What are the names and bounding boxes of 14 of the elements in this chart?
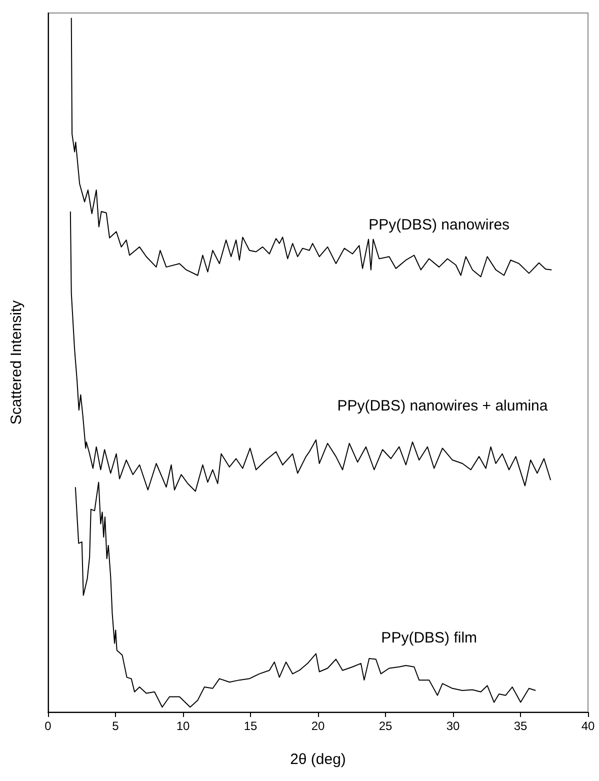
x-tick-label: 20 — [311, 719, 325, 733]
x-tick-label: 10 — [176, 719, 190, 733]
x-tick-label: 15 — [244, 719, 258, 733]
x-tick-label: 5 — [112, 719, 120, 733]
text: PPy(DBS) nanowires + alumina — [337, 398, 548, 415]
series-label: PPy(DBS) nanowires — [368, 216, 510, 234]
x-tick-label: 0 — [44, 719, 52, 733]
x-axis-title: 2θ (deg) — [290, 751, 346, 768]
x-tick-label: 30 — [446, 719, 460, 733]
x-tick-label: 25 — [378, 719, 392, 733]
x-tick-label: 35 — [514, 719, 528, 733]
y-axis-title: Scattered Intensity — [8, 300, 25, 425]
x-tick-label: 40 — [581, 719, 595, 733]
series-label: PPy(DBS) film — [381, 630, 478, 647]
